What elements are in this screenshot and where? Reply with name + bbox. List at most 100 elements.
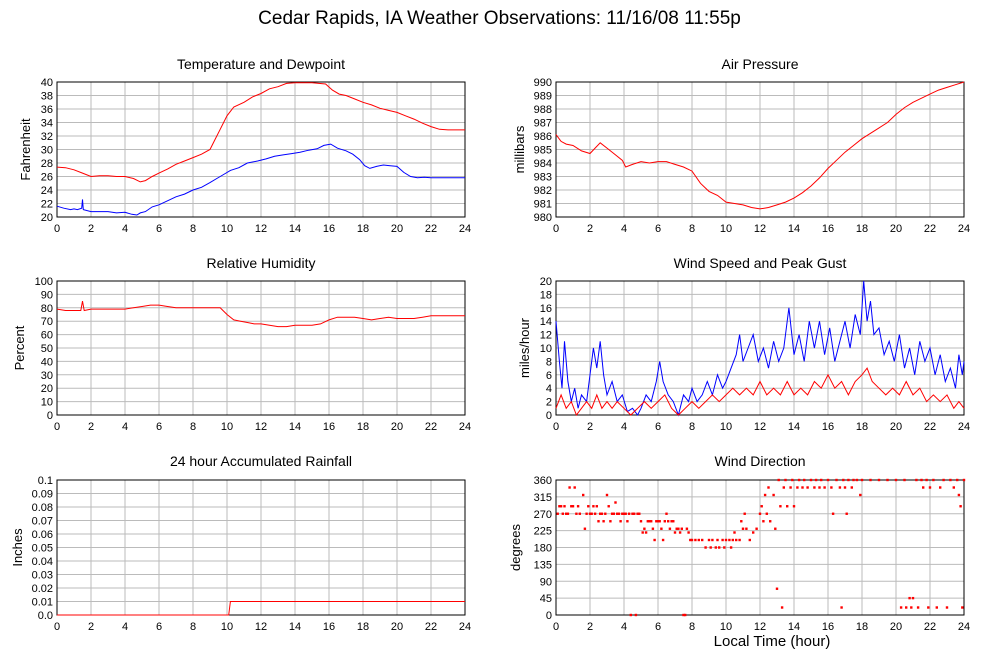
x-tick-label: 22 bbox=[924, 621, 936, 633]
scatter-point bbox=[689, 538, 692, 542]
scatter-point bbox=[578, 512, 581, 515]
scatter-point bbox=[621, 512, 624, 515]
scatter-point bbox=[566, 512, 570, 515]
scatter-point bbox=[814, 478, 818, 482]
scatter-point bbox=[962, 478, 966, 482]
scatter-point bbox=[752, 531, 755, 534]
scatter-point bbox=[818, 486, 821, 489]
scatter-point bbox=[830, 486, 833, 489]
scatter-point bbox=[942, 478, 945, 482]
y-axis-label: millibars bbox=[512, 125, 527, 173]
x-tick-label: 14 bbox=[289, 421, 301, 433]
scatter-point bbox=[643, 527, 646, 530]
scatter-point bbox=[639, 520, 643, 523]
scatter-point bbox=[667, 520, 670, 523]
scatter-point bbox=[663, 520, 666, 523]
scatter-point bbox=[714, 546, 717, 549]
scatter-point bbox=[668, 527, 672, 530]
scatter-point bbox=[855, 478, 859, 482]
scatter-point bbox=[748, 538, 751, 542]
y-tick-label: 50 bbox=[41, 343, 53, 355]
plot-frame bbox=[56, 280, 466, 416]
y-axis-label: degrees bbox=[508, 524, 523, 571]
x-tick-label: 8 bbox=[689, 223, 695, 235]
x-tick-label: 12 bbox=[255, 621, 267, 633]
series-line-1 bbox=[57, 601, 465, 616]
scatter-point bbox=[899, 606, 903, 609]
scatter-point bbox=[682, 613, 685, 617]
x-tick-label: 18 bbox=[856, 421, 868, 433]
series-line-1 bbox=[56, 82, 465, 183]
scatter-point bbox=[648, 520, 651, 523]
y-tick-label: 0.1 bbox=[38, 475, 53, 487]
x-tick-label: 6 bbox=[655, 621, 661, 633]
scatter-point bbox=[741, 527, 745, 530]
chart-title: Temperature and Dewpoint bbox=[177, 56, 345, 72]
y-tick-label: 6 bbox=[546, 370, 552, 382]
scatter-point bbox=[661, 538, 665, 542]
scatter-point bbox=[721, 538, 724, 542]
chart-title: Relative Humidity bbox=[207, 255, 316, 271]
page-title: Cedar Rapids, IA Weather Observations: 1… bbox=[258, 8, 741, 29]
x-tick-label: 22 bbox=[425, 421, 437, 433]
y-tick-label: 988 bbox=[534, 104, 552, 116]
x-tick-label: 24 bbox=[459, 421, 471, 433]
scatter-point bbox=[583, 527, 587, 530]
x-tick-label: 12 bbox=[754, 421, 766, 433]
scatter-point bbox=[797, 478, 801, 482]
scatter-point bbox=[599, 512, 602, 515]
chart-title: Wind Direction bbox=[714, 453, 805, 469]
x-tick-label: 20 bbox=[890, 421, 902, 433]
y-tick-label: 180 bbox=[534, 543, 552, 555]
scatter-point bbox=[592, 505, 595, 508]
scatter-point bbox=[565, 512, 568, 515]
scatter-point bbox=[806, 486, 809, 489]
y-tick-label: 0.08 bbox=[32, 502, 53, 514]
scatter-point bbox=[779, 505, 782, 508]
scatter-point bbox=[576, 505, 580, 508]
scatter-point bbox=[745, 527, 748, 530]
scatter-point bbox=[765, 512, 768, 515]
scatter-point bbox=[680, 527, 683, 530]
y-tick-label: 80 bbox=[41, 303, 53, 315]
scatter-point bbox=[701, 538, 704, 542]
scatter-point bbox=[716, 538, 719, 542]
scatter-point bbox=[859, 493, 862, 497]
scatter-point bbox=[916, 606, 920, 609]
scatter-point bbox=[704, 546, 707, 549]
scatter-point bbox=[685, 527, 689, 530]
y-tick-label: 60 bbox=[41, 330, 53, 342]
scatter-point bbox=[619, 520, 622, 523]
scatter-point bbox=[575, 512, 578, 515]
plot-frame bbox=[56, 81, 466, 218]
y-tick-label: 38 bbox=[41, 91, 53, 103]
x-tick-label: 4 bbox=[621, 421, 627, 433]
x-tick-label: 8 bbox=[190, 421, 196, 433]
scatter-point bbox=[604, 512, 607, 515]
chart-title: Air Pressure bbox=[721, 56, 798, 72]
scatter-point bbox=[910, 606, 913, 609]
scatter-point bbox=[675, 527, 678, 530]
y-tick-label: 981 bbox=[534, 199, 552, 211]
y-tick-label: 982 bbox=[534, 185, 552, 197]
scatter-point bbox=[928, 486, 932, 489]
scatter-point bbox=[956, 478, 959, 482]
scatter-point bbox=[915, 478, 918, 482]
scatter-point bbox=[949, 478, 952, 482]
scatter-point bbox=[629, 613, 632, 617]
scatter-point bbox=[758, 512, 762, 515]
scatter-point bbox=[920, 478, 923, 482]
scatter-point bbox=[922, 486, 925, 489]
scatter-point bbox=[677, 527, 680, 530]
x-tick-label: 14 bbox=[788, 621, 800, 633]
scatter-point bbox=[905, 606, 908, 609]
scatter-point bbox=[633, 512, 636, 515]
scatter-point bbox=[959, 505, 962, 508]
x-tick-label: 0 bbox=[553, 421, 559, 433]
scatter-point bbox=[789, 486, 792, 489]
series-line-1 bbox=[56, 301, 465, 328]
scatter-point bbox=[743, 512, 746, 515]
scatter-point bbox=[655, 520, 658, 523]
scatter-point bbox=[831, 512, 835, 515]
x-tick-label: 10 bbox=[221, 421, 233, 433]
